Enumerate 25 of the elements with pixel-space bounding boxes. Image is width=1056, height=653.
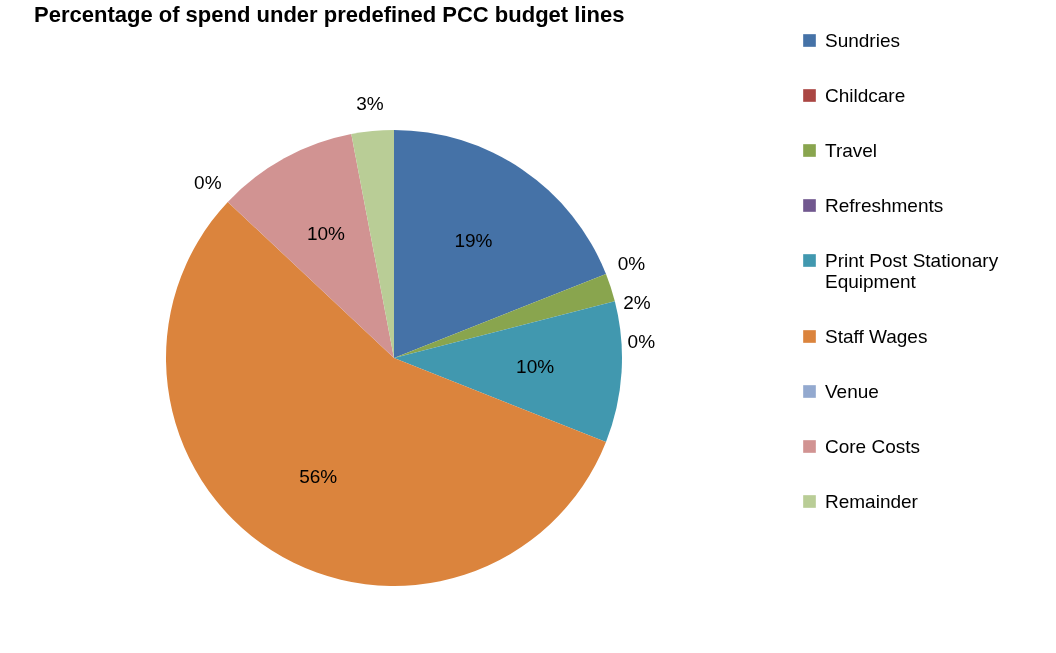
- text: 0%: [627, 330, 656, 352]
- data-label: 56%: [299, 466, 338, 488]
- chart-title: Percentage of spend under predefined PCC budget lines: [34, 2, 625, 27]
- legend-label: Staff Wages: [825, 325, 928, 347]
- pie-slice: [394, 130, 606, 358]
- text: 0%: [194, 172, 222, 194]
- data-label: 10%: [516, 355, 555, 377]
- pie-slice: [394, 274, 615, 358]
- pie-slice: [394, 301, 622, 442]
- legend-label: Print Post Stationary Equipment: [825, 249, 999, 292]
- pie-slice: [227, 134, 394, 358]
- data-label: 3%: [356, 92, 384, 114]
- data-label: 10%: [306, 223, 346, 245]
- pie-slice: [351, 130, 394, 358]
- pie-slice: [166, 201, 606, 586]
- legend-label: Remainder: [825, 490, 919, 512]
- legend-label: Venue: [825, 380, 879, 402]
- legend-label: Refreshments: [825, 194, 944, 216]
- text: 0%: [617, 253, 646, 274]
- data-label: 19%: [454, 230, 493, 252]
- legend-label: Sundries: [825, 29, 900, 51]
- legend-label: Childcare: [825, 84, 906, 106]
- data-label: 2%: [623, 291, 651, 313]
- legend-label: Travel: [825, 139, 878, 161]
- legend-label: Core Costs: [825, 435, 921, 457]
